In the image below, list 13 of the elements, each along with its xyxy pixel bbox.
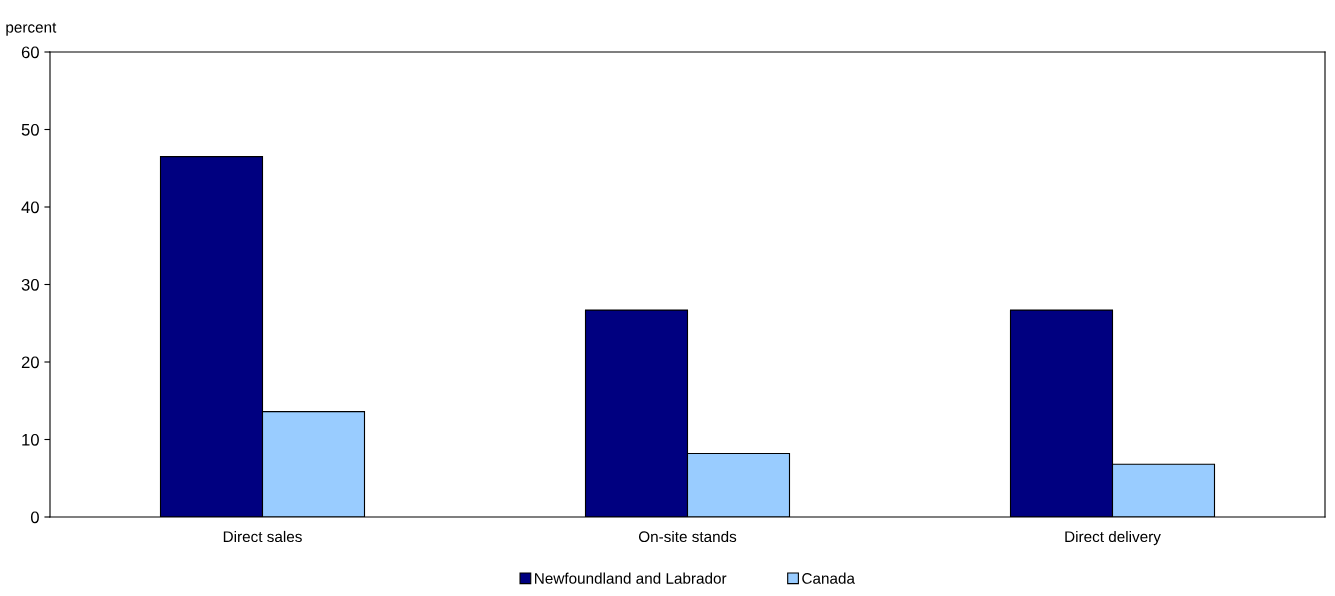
y-tick-label: 10 (22, 433, 39, 446)
x-tick-label: Direct sales (223, 530, 302, 543)
y-tick-label: 50 (21, 123, 39, 136)
y-tick-label: 30 (21, 278, 39, 291)
y-tick-label: 0 (30, 511, 39, 524)
y-tick-label: 40 (21, 201, 39, 214)
x-tick-label: On-site stands (638, 530, 737, 543)
y-tick-label: 60 (21, 46, 39, 59)
x-tick-label: Direct delivery (1065, 530, 1161, 546)
legend-label: Canada (802, 572, 855, 584)
y-axis-title: percent (6, 22, 57, 36)
legend-label: Newfoundland and Labrador (535, 572, 727, 584)
y-tick-label: 20 (21, 356, 39, 369)
